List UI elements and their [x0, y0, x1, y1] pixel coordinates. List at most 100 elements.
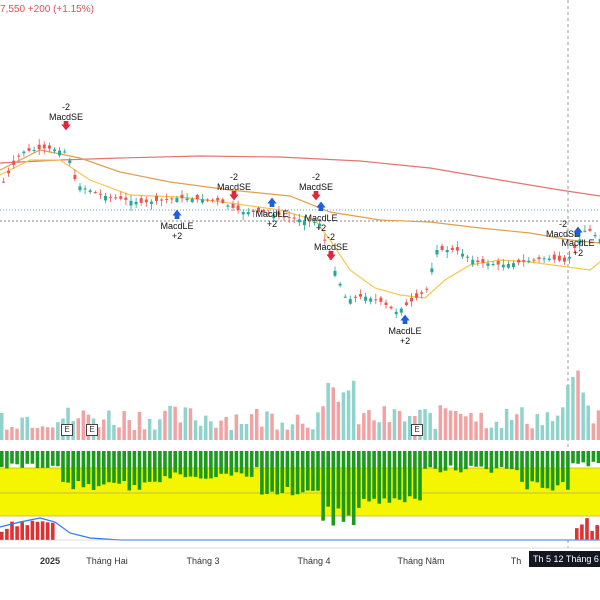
indicator-bar [96, 451, 101, 487]
indicator-red-bar [5, 528, 9, 540]
volume-bar [351, 380, 356, 440]
signal-type: MacdSE [545, 229, 581, 239]
indicator-bar [525, 451, 529, 490]
indicator-bar [56, 451, 60, 467]
volume-bar [331, 387, 335, 440]
candle [27, 148, 31, 151]
earnings-badge[interactable]: E [411, 424, 423, 436]
buy-arrow-icon: 🡅 [399, 315, 411, 326]
indicator-bar [351, 451, 356, 526]
candle [7, 170, 11, 174]
candle [88, 190, 92, 193]
ma-slow-line [0, 155, 600, 197]
volume-bar [489, 427, 494, 440]
volume-bar [219, 420, 223, 440]
indicator-red-bar [10, 521, 14, 540]
indicator-bar [204, 451, 208, 479]
volume-bar [423, 409, 427, 440]
volume-bar [234, 414, 239, 440]
x-tick-apr: Tháng 4 [297, 556, 331, 566]
volume-bar [433, 428, 437, 440]
volume-bar [40, 426, 45, 440]
indicator-bar [229, 451, 234, 476]
indicator-bar [142, 451, 147, 483]
earnings-badge[interactable]: E [61, 424, 73, 436]
volume-bar [300, 423, 305, 440]
indicator-bar [571, 451, 575, 464]
volume-bar [198, 425, 203, 440]
indicator-bar [402, 451, 407, 503]
candle [226, 205, 230, 207]
volume-bar [66, 407, 70, 440]
indicator-bar [219, 451, 223, 474]
volume-bar [428, 412, 432, 440]
signal-count: -2 [558, 219, 568, 229]
indicator-bar [367, 451, 371, 502]
signal-macdse: -2 MacdSE 🡇 [217, 172, 251, 202]
volume-bar [117, 427, 121, 440]
candle [415, 293, 419, 298]
volume-bar [51, 427, 55, 440]
earnings-badge[interactable]: E [86, 424, 98, 436]
volume-bar [244, 423, 249, 440]
volume-bar [255, 408, 259, 440]
indicator-bar [35, 451, 40, 469]
buy-arrow-icon: 🡅 [572, 227, 584, 238]
candle [410, 297, 413, 302]
candle [420, 292, 424, 294]
volume-bar [576, 370, 580, 440]
indicator-bar [260, 451, 264, 495]
candle [109, 196, 113, 198]
sell-arrow-icon: 🡇 [228, 191, 240, 202]
volume-bar [494, 421, 499, 440]
indicator-red-bar [40, 521, 45, 540]
volume-bar [137, 411, 142, 440]
indicator-bar [275, 451, 279, 495]
indicator-red-bar [575, 528, 579, 540]
indicator-bar [214, 451, 218, 478]
candle [501, 264, 505, 268]
candle [185, 198, 189, 201]
volume-bar [0, 412, 4, 440]
indicator-bar [30, 451, 35, 464]
indicator-bar [168, 451, 172, 479]
indicator-red-bar [590, 530, 594, 540]
volume-bar [81, 410, 86, 440]
indicator-bar [591, 451, 596, 462]
signal-count: +2 [171, 231, 183, 241]
indicator-signal-line [0, 517, 600, 541]
candle [583, 230, 587, 232]
indicator-bar [132, 451, 137, 486]
volume-bar [25, 416, 29, 440]
volume-bar [163, 410, 167, 440]
candle [537, 257, 541, 260]
indicator-bar [357, 451, 361, 508]
indicator-bar [306, 451, 310, 491]
candle [231, 204, 235, 208]
indicator-bar [566, 451, 570, 490]
candle [313, 222, 317, 224]
indicator-bar [86, 451, 91, 485]
candle [211, 199, 215, 201]
indicator-bar [76, 451, 81, 482]
volume-bar [280, 422, 284, 440]
indicator-bar [535, 451, 540, 483]
indicator-bar [5, 451, 9, 469]
indicator-bar [158, 451, 162, 483]
volume-bar [96, 427, 101, 440]
candle [160, 199, 164, 201]
candle [200, 199, 204, 203]
candle [257, 207, 260, 212]
indicator-bar [377, 451, 381, 504]
indicator-bar [0, 451, 4, 467]
indicator-bar [66, 451, 70, 483]
candle [302, 220, 306, 226]
indicator-bar [270, 451, 274, 492]
candle [323, 239, 327, 241]
volume-bar [56, 422, 60, 440]
candle [308, 220, 311, 222]
candle [430, 268, 434, 273]
indicator-bar [193, 451, 198, 477]
volume-bar [168, 405, 172, 440]
